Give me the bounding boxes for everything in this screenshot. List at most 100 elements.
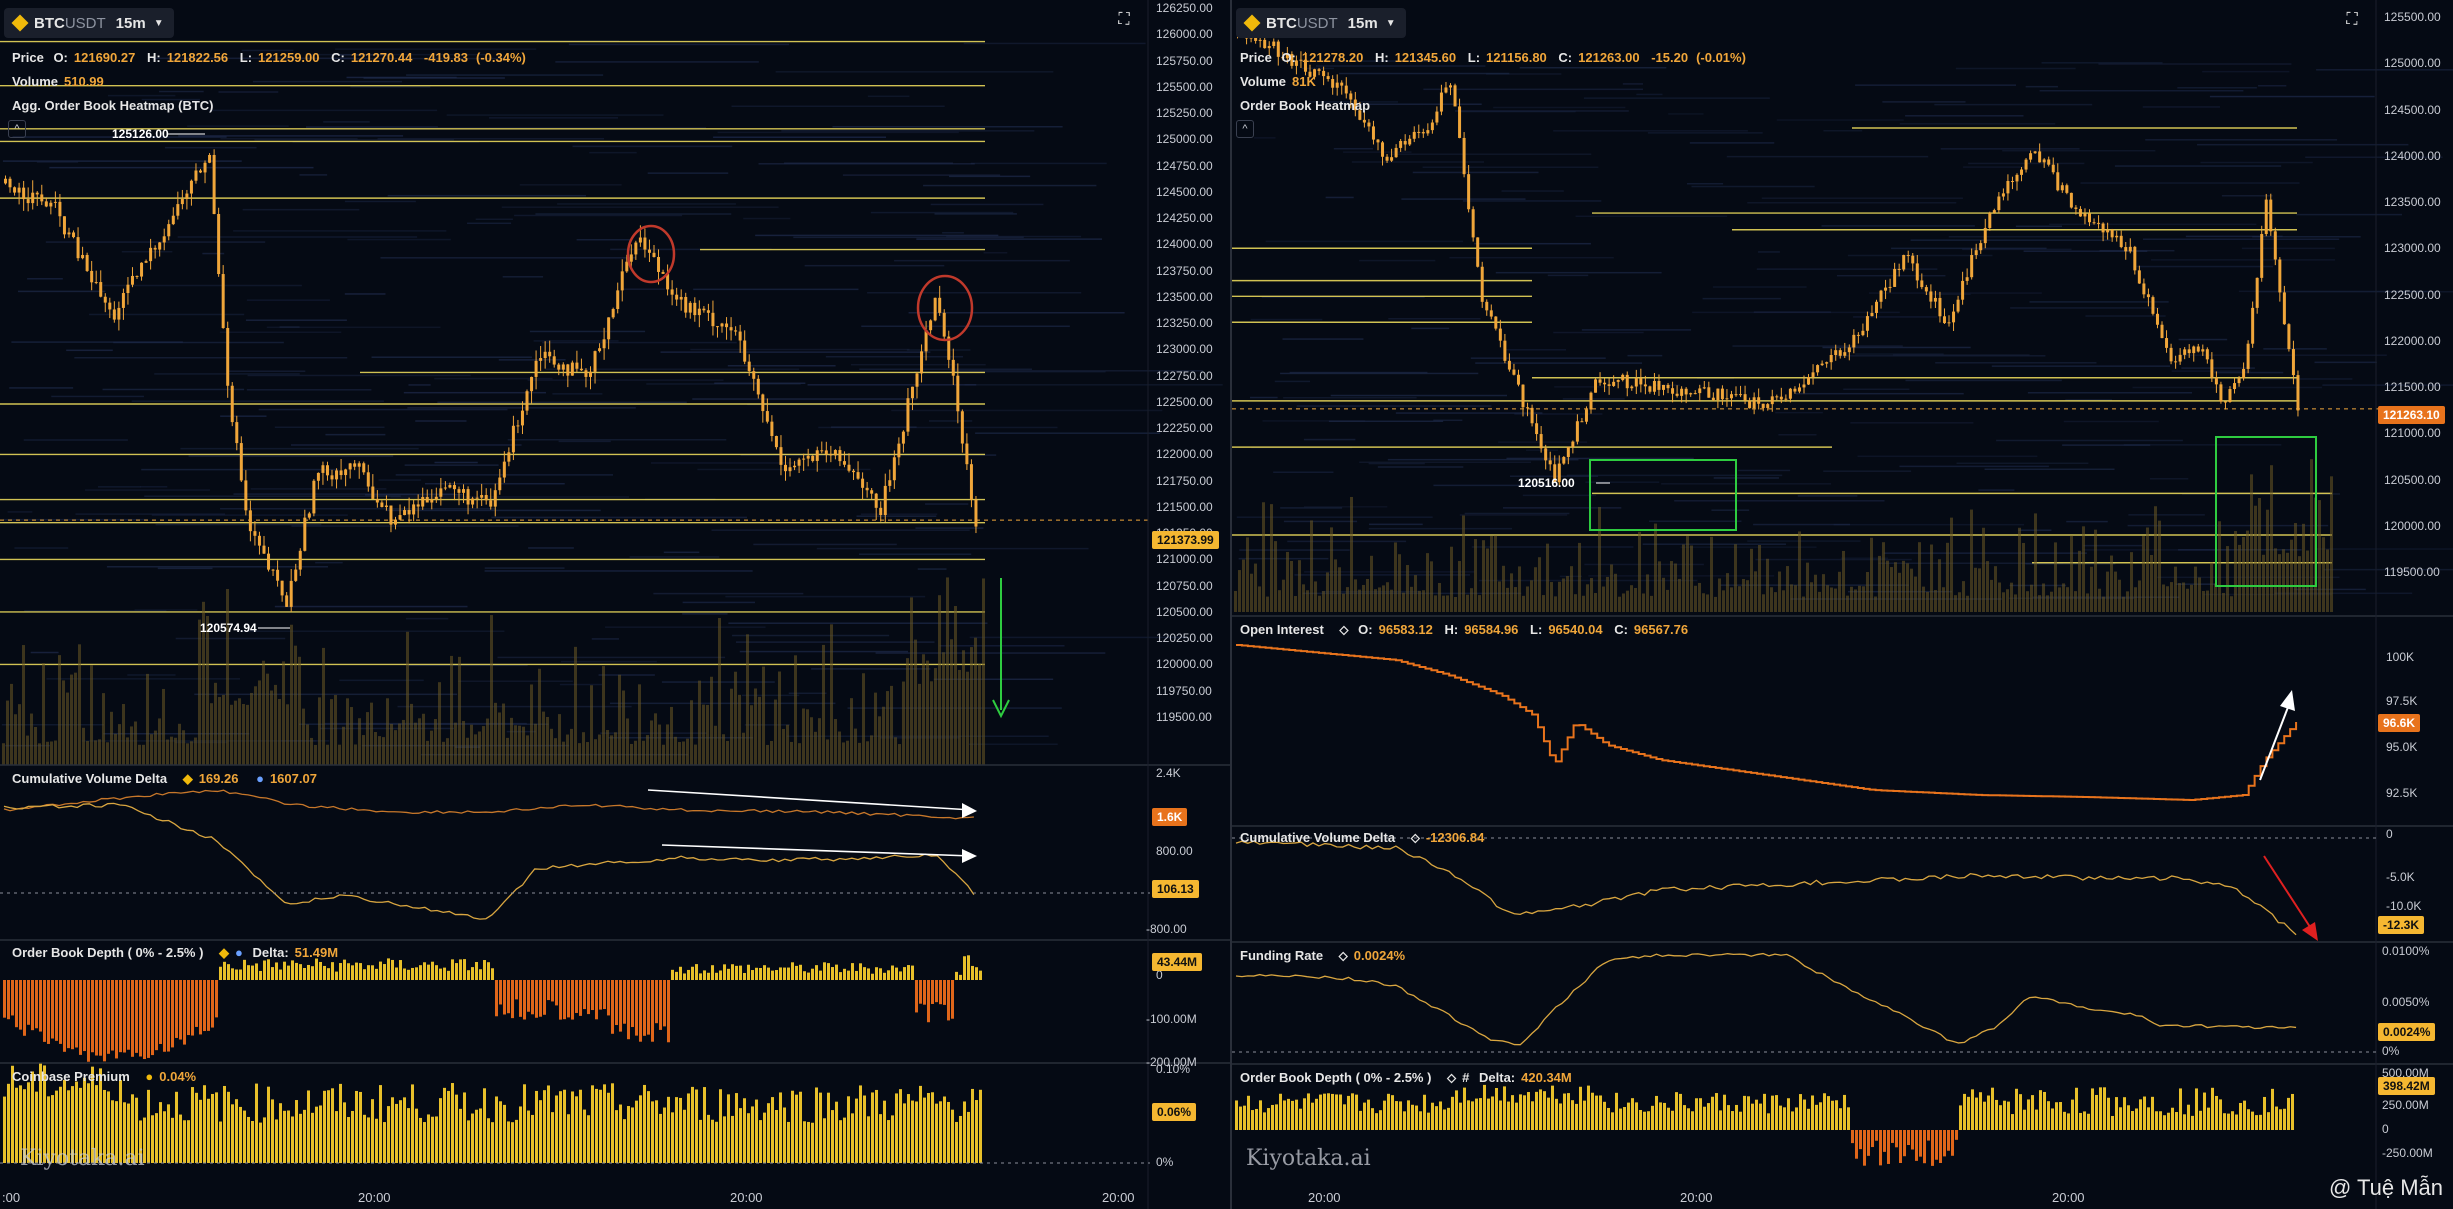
volume-bar <box>430 730 433 765</box>
heatmap-cell <box>1401 198 1526 200</box>
obd-bar <box>1443 1109 1446 1130</box>
candle-body <box>1897 268 1901 270</box>
heatmap-cell <box>1737 469 1791 472</box>
heatmap-cell <box>2083 544 2143 547</box>
obd-bar <box>923 980 926 1005</box>
volume-bar <box>442 741 445 765</box>
obd-bar <box>1815 1104 1818 1130</box>
candle-body <box>1652 380 1656 392</box>
obd-bar <box>1635 1102 1638 1130</box>
obd-bar <box>2203 1092 2206 1130</box>
heatmap-cell <box>1836 274 1946 277</box>
volume-bar <box>1574 594 1577 612</box>
volume-bar <box>522 726 525 765</box>
heatmap-cell <box>690 348 910 351</box>
candle-body <box>339 470 343 476</box>
premium-bar <box>575 1096 578 1163</box>
heatmap-cell <box>1501 190 1564 192</box>
chevron-down-icon: ▼ <box>1385 17 1396 29</box>
volume-bar <box>234 700 237 765</box>
heatmap-cell <box>1308 101 1399 103</box>
obd-bar <box>1303 1098 1306 1130</box>
right-chart-canvas[interactable] <box>1232 0 2453 1209</box>
candle-body <box>947 336 951 360</box>
obd-bar <box>907 965 910 980</box>
heatmap-cell <box>1411 327 1450 330</box>
price-axis-tick: 124500.00 <box>1156 184 1213 199</box>
heatmap-cell <box>1996 439 2183 442</box>
volume-bar <box>350 707 353 765</box>
cvd-pill-2: 106.13 <box>1152 880 1199 898</box>
candle-body <box>670 289 674 295</box>
obd-bar <box>167 980 170 1052</box>
left-chart-canvas[interactable] <box>0 0 1230 1209</box>
obd-bar <box>2123 1097 2126 1130</box>
candle-body <box>1317 69 1321 71</box>
volume-bar <box>642 740 645 765</box>
collapse-legend-button[interactable]: ^ <box>1236 120 1254 138</box>
obd-bar <box>1687 1108 1690 1130</box>
obd-bar <box>1919 1130 1922 1157</box>
last-price-pill: 121263.10 <box>2378 406 2445 424</box>
premium-bar <box>727 1094 730 1163</box>
volume-bar <box>138 744 141 765</box>
candle-body <box>230 385 234 423</box>
candle-body <box>1285 53 1289 59</box>
candle-body <box>2237 378 2241 384</box>
volume-bar <box>370 702 373 765</box>
heatmap-cell <box>434 377 553 380</box>
volume-bar <box>254 686 257 765</box>
fullscreen-icon[interactable]: ⛶ <box>2346 11 2358 28</box>
obd-bar <box>1691 1111 1694 1130</box>
heatmap-cell <box>558 440 611 443</box>
premium-bar <box>411 1084 414 1163</box>
volume-bar <box>1866 572 1869 612</box>
collapse-legend-button[interactable]: ^ <box>8 120 26 138</box>
obd-bar <box>207 980 210 1031</box>
volume-bar <box>698 680 701 765</box>
volume-bar <box>1322 591 1325 612</box>
volume-bar <box>1318 595 1321 612</box>
obd-bar <box>751 970 754 980</box>
heatmap-cell <box>334 54 393 56</box>
volume-bar <box>666 724 669 765</box>
obd-bar <box>1675 1092 1678 1130</box>
obd-bar <box>679 966 682 980</box>
heatmap-cell <box>2063 420 2159 423</box>
volume-bar <box>670 706 673 765</box>
obd-bar <box>791 962 794 980</box>
heatmap-cell <box>831 426 917 428</box>
obd-bar <box>279 969 282 980</box>
obd-bar <box>163 980 166 1052</box>
volume-bar <box>2322 537 2325 612</box>
obd-bar <box>1423 1094 1426 1130</box>
premium-bar <box>7 1083 10 1163</box>
volume-bar <box>1338 567 1341 612</box>
premium-bar <box>491 1122 494 1163</box>
heatmap-cell <box>299 174 328 176</box>
heatmap-cell <box>350 86 431 88</box>
volume-bar <box>478 731 481 765</box>
obd-bar <box>455 963 458 980</box>
heatmap-cell <box>1732 345 1903 347</box>
volume-bar <box>1674 563 1677 612</box>
heatmap-cell <box>1493 106 1626 109</box>
heatmap-cell <box>434 461 478 464</box>
obd-bar <box>671 969 674 980</box>
heatmap-cell <box>1956 462 2089 465</box>
symbol-selector[interactable]: BTC USDT 15m ▼ <box>4 8 174 38</box>
candle-body <box>167 224 171 237</box>
volume-bar <box>1766 558 1769 612</box>
obd-bar <box>2087 1113 2090 1130</box>
panel-divider[interactable] <box>1230 0 1232 1209</box>
candle-body <box>1594 379 1598 393</box>
volume-bar <box>1614 573 1617 612</box>
obd-bar <box>1463 1087 1466 1130</box>
obd-bar <box>1623 1107 1626 1130</box>
heatmap-cell <box>529 330 646 333</box>
obd-bar <box>267 959 270 980</box>
fullscreen-icon[interactable]: ⛶ <box>1118 11 1130 28</box>
symbol-selector[interactable]: BTC USDT 15m ▼ <box>1236 8 1406 38</box>
obd-bar <box>1495 1087 1498 1130</box>
candle-body <box>1258 39 1262 41</box>
